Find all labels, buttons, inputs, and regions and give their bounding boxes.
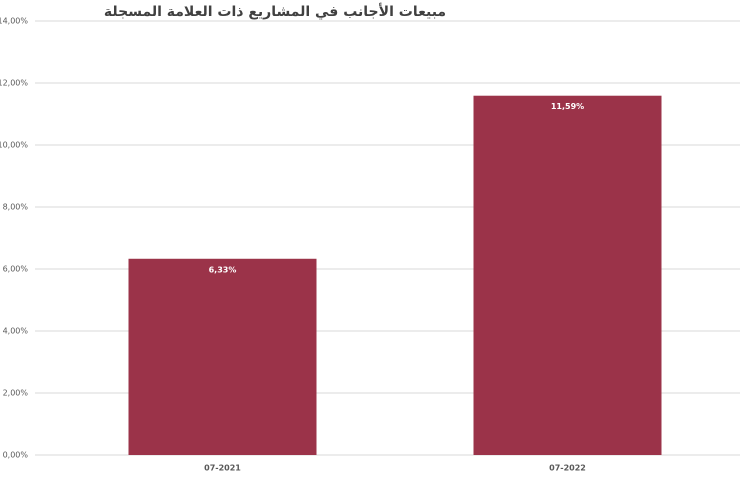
y-tick-label: 8,00% [3,203,29,212]
y-tick-label: 6,00% [3,265,29,274]
value-label: 11,59% [551,102,584,111]
bar [473,95,662,456]
y-tick-label: 14,00% [0,17,28,26]
x-tick-label: 07-2022 [549,464,586,473]
value-label: 6,33% [209,265,237,274]
chart-title: مبيعات الأجانب في المشاريع ذات العلامة ا… [104,3,446,20]
y-tick-label: 2,00% [3,389,29,398]
x-tick-label: 07-2021 [204,464,241,473]
bar [128,258,317,455]
y-tick-label: 12,00% [0,79,28,88]
y-tick-label: 10,00% [0,141,28,150]
y-tick-label: 0,00% [3,451,29,460]
y-tick-label: 4,00% [3,327,29,336]
